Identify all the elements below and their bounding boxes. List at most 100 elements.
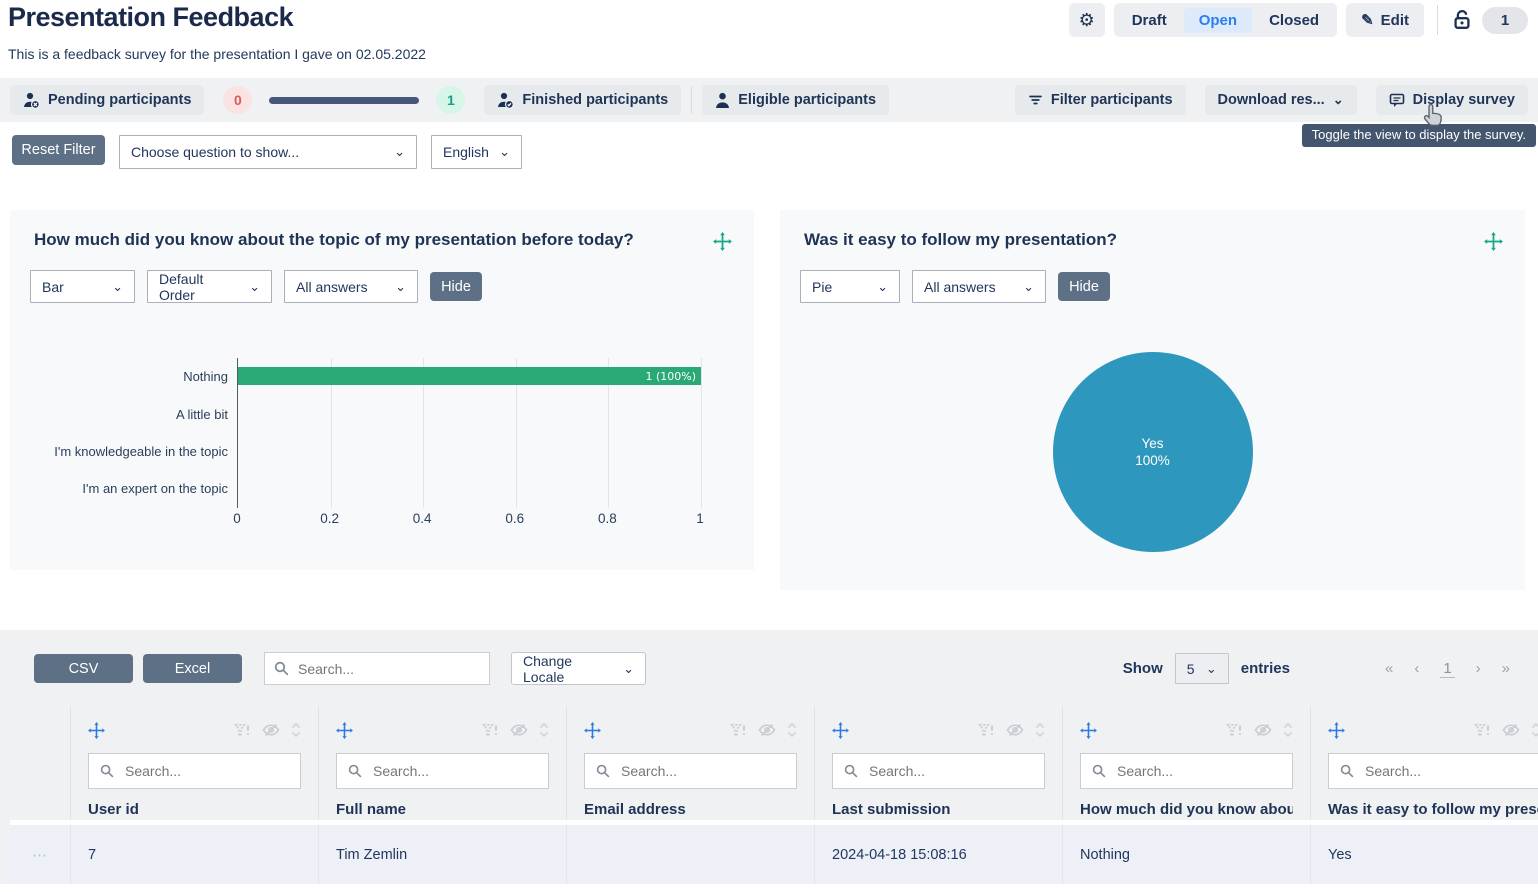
bar-row: 1 (100%) [238, 358, 701, 395]
chart-type-select[interactable]: Pie ⌄ [800, 270, 900, 303]
move-icon[interactable] [1328, 721, 1345, 739]
gridline [701, 358, 702, 508]
bar[interactable]: 1 (100%) [238, 367, 701, 385]
eligible-participants-button[interactable]: Eligible participants [702, 85, 890, 115]
tab-draft[interactable]: Draft [1131, 11, 1167, 29]
hide-column-icon[interactable] [1006, 723, 1024, 737]
column-title: Was it easy to follow my presentation? [1328, 801, 1538, 818]
page-size-select[interactable]: 5 ⌄ [1174, 653, 1229, 684]
answers-filter-select[interactable]: All answers ⌄ [284, 270, 418, 303]
divider [1437, 5, 1438, 35]
edit-button[interactable]: ✎ Edit [1346, 3, 1424, 37]
search-icon [100, 764, 114, 783]
chart-question-title: How much did you know about the topic of… [34, 230, 634, 249]
question-select[interactable]: Choose question to show... ⌄ [119, 135, 417, 169]
column-filter-icon[interactable] [1226, 723, 1243, 738]
hide-column-icon[interactable] [1254, 723, 1272, 737]
column-title: How much did you know about the topic of… [1080, 801, 1293, 818]
chevron-down-icon: ⌄ [499, 144, 510, 159]
person-x-icon [23, 92, 40, 109]
tab-closed[interactable]: Closed [1269, 11, 1320, 29]
sort-column-icon[interactable] [1283, 722, 1293, 738]
participants-toolbar: Pending participants 0 1 Finished partic… [0, 78, 1538, 122]
last-page-button[interactable]: » [1501, 660, 1510, 677]
reset-filter-button[interactable]: Reset Filter [12, 135, 105, 165]
filter-lines-icon [1028, 93, 1043, 107]
chevron-down-icon: ⌄ [394, 144, 405, 159]
table-cell: 7 [70, 825, 318, 884]
column-header: Last submission [814, 707, 1062, 820]
hide-column-icon[interactable] [1502, 723, 1520, 737]
hide-column-icon[interactable] [262, 723, 280, 737]
move-icon[interactable] [584, 721, 601, 739]
header-actions: ⚙ Draft Open Closed ✎ Edit 1 [1068, 2, 1528, 38]
sort-column-icon[interactable] [1531, 722, 1538, 738]
chevron-down-icon: ⌄ [1205, 660, 1217, 676]
display-survey-tooltip: Toggle the view to display the survey. [1301, 124, 1536, 147]
sort-column-icon[interactable] [1035, 722, 1045, 738]
table-cell: Tim Zemlin [318, 825, 566, 884]
first-page-button[interactable]: « [1384, 660, 1394, 677]
column-filter-icon[interactable] [978, 723, 995, 738]
move-icon[interactable] [832, 721, 849, 739]
prev-page-button[interactable]: ‹ [1414, 660, 1420, 677]
column-search-input[interactable] [88, 753, 301, 789]
gridline [608, 358, 610, 508]
sort-column-icon[interactable] [539, 722, 549, 738]
export-csv-button[interactable]: CSV [34, 654, 133, 683]
move-icon[interactable] [88, 721, 105, 739]
next-page-button[interactable]: › [1475, 660, 1481, 677]
hide-chart-button[interactable]: Hide [1058, 272, 1110, 301]
language-select[interactable]: English ⌄ [431, 135, 522, 169]
global-search-input[interactable] [264, 652, 490, 685]
bar-row [238, 433, 700, 470]
move-icon[interactable] [1484, 232, 1503, 256]
column-search-input[interactable] [336, 753, 549, 789]
download-responses-button[interactable]: Download res... ⌄ [1204, 85, 1357, 115]
gridline [330, 358, 332, 508]
page-size-control: Show 5 ⌄ entries [1123, 653, 1290, 684]
pie-chart: Yes 100% [1052, 352, 1253, 552]
finished-participants-button[interactable]: Finished participants [484, 85, 682, 115]
filter-bar: Reset Filter Choose question to show... … [12, 135, 522, 169]
column-filter-icon[interactable] [1474, 723, 1491, 738]
move-icon[interactable] [1080, 721, 1097, 739]
column-search-input[interactable] [1080, 753, 1293, 789]
column-filter-icon[interactable] [234, 723, 251, 738]
tab-open[interactable]: Open [1183, 7, 1253, 33]
order-select[interactable]: Default Order ⌄ [147, 270, 272, 303]
display-survey-button[interactable]: Display survey [1375, 85, 1528, 115]
pending-participants-button[interactable]: Pending participants [10, 85, 205, 115]
chevron-down-icon: ⌄ [623, 660, 634, 676]
column-search-input[interactable] [1328, 753, 1538, 789]
x-tick-label: 1 [696, 510, 704, 526]
row-menu-column-header [10, 707, 70, 820]
filter-participants-button[interactable]: Filter participants [1014, 85, 1186, 115]
x-tick-label: 0.8 [598, 510, 617, 526]
sort-column-icon[interactable] [291, 722, 301, 738]
hide-column-icon[interactable] [758, 723, 776, 737]
chart-type-select[interactable]: Bar ⌄ [30, 270, 135, 303]
column-search-input[interactable] [832, 753, 1045, 789]
row-menu-button[interactable]: ⋯ [32, 846, 48, 864]
bar-row [238, 470, 700, 507]
table-cell: 2024-04-18 15:08:16 [814, 825, 1062, 884]
answers-filter-select[interactable]: All answers ⌄ [912, 270, 1046, 303]
hide-column-icon[interactable] [510, 723, 528, 737]
column-filter-icon[interactable] [482, 723, 499, 738]
pie-slice-label: 100% [1135, 453, 1170, 468]
column-search-input[interactable] [584, 753, 797, 789]
pie-slice-label: Yes [1141, 436, 1164, 451]
export-excel-button[interactable]: Excel [143, 654, 242, 683]
column-filter-icon[interactable] [730, 723, 747, 738]
hide-chart-button[interactable]: Hide [430, 272, 482, 301]
table-cell [566, 825, 814, 884]
move-icon[interactable] [713, 232, 732, 256]
search-icon [1092, 764, 1106, 783]
sort-column-icon[interactable] [787, 722, 797, 738]
change-locale-select[interactable]: Change Locale ⌄ [511, 652, 646, 685]
move-icon[interactable] [336, 721, 353, 739]
settings-button[interactable]: ⚙ [1068, 3, 1105, 37]
search-icon [844, 764, 858, 783]
current-page[interactable]: 1 [1440, 660, 1455, 678]
